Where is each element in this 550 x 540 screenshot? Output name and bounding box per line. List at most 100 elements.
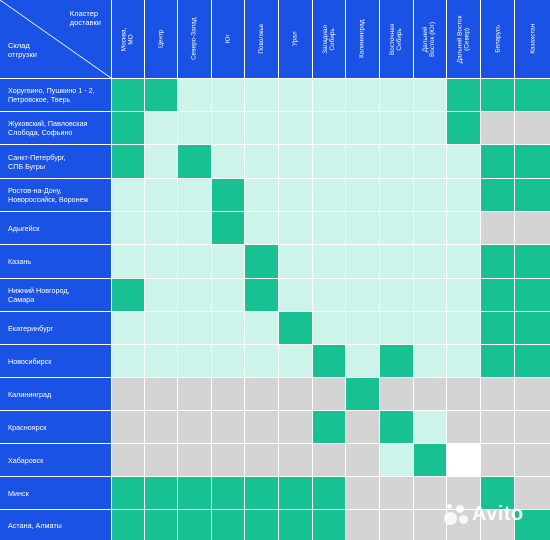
row-header: Казань	[0, 245, 111, 278]
matrix-cell-gray	[178, 378, 211, 410]
matrix-cell-gray	[481, 212, 514, 244]
matrix-cell-gray	[313, 444, 345, 476]
column-header-label: Калининград	[358, 19, 366, 59]
corner-header: Кластер доставки Склад отгрузки	[0, 0, 111, 78]
matrix-cell-gray	[414, 510, 446, 540]
matrix-cell-green	[112, 510, 144, 540]
column-header: Дальний Восток (Север)	[447, 0, 480, 78]
matrix-cell-green	[212, 477, 244, 509]
row-header: Санкт-Петербург, СПБ Бугры	[0, 145, 111, 178]
matrix-cell-light	[112, 212, 144, 244]
matrix-cell-light	[380, 112, 413, 144]
matrix-cell-gray	[245, 378, 278, 410]
matrix-cell-green	[279, 510, 312, 540]
matrix-cell-light	[279, 212, 312, 244]
column-header-label: Дальний Восток (Юг)	[422, 21, 438, 57]
column-header: Москва, МО	[112, 0, 144, 78]
avito-wordmark: Avito	[472, 503, 524, 525]
matrix-cell-light	[447, 345, 480, 377]
matrix-cell-gray	[515, 477, 550, 509]
matrix-cell-gray	[380, 477, 413, 509]
matrix-cell-light	[279, 145, 312, 178]
matrix-cell-green	[346, 378, 379, 410]
matrix-cell-light	[313, 179, 345, 211]
matrix-cell-green	[380, 345, 413, 377]
matrix-cell-green	[481, 279, 514, 311]
matrix-cell-light	[178, 312, 211, 344]
matrix-cell-green	[515, 312, 550, 344]
matrix-cell-green	[447, 79, 480, 111]
column-header: Северо-Запад	[178, 0, 211, 78]
matrix-cell-green	[313, 510, 345, 540]
matrix-cell-gray	[346, 477, 379, 509]
matrix-cell-light	[212, 312, 244, 344]
matrix-cell-gray	[145, 444, 177, 476]
matrix-cell-light	[279, 179, 312, 211]
column-header: Центр	[145, 0, 177, 78]
column-header: Калининград	[346, 0, 379, 78]
matrix-cell-light	[245, 312, 278, 344]
column-header-label: Восточная Сибирь	[389, 23, 404, 55]
matrix-cell-light	[414, 212, 446, 244]
matrix-cell-light	[380, 279, 413, 311]
matrix-cell-green	[279, 477, 312, 509]
matrix-cell-light	[380, 312, 413, 344]
matrix-cell-gray	[112, 378, 144, 410]
column-header-label: Беларусь	[493, 25, 501, 53]
matrix-cell-green	[112, 145, 144, 178]
matrix-cell-light	[145, 245, 177, 278]
matrix-cell-gray	[481, 510, 514, 540]
matrix-cell-green	[212, 510, 244, 540]
matrix-cell-gray	[145, 411, 177, 443]
matrix-cell-light	[313, 245, 345, 278]
matrix-cell-green	[178, 145, 211, 178]
matrix-cell-light	[178, 279, 211, 311]
matrix-cell-gray	[346, 444, 379, 476]
matrix-cell-gray	[380, 510, 413, 540]
matrix-cell-green	[212, 212, 244, 244]
matrix-cell-gray	[515, 112, 550, 144]
matrix-cell-green	[245, 245, 278, 278]
matrix-cell-green	[481, 477, 514, 509]
matrix-cell-green	[515, 79, 550, 111]
matrix-cell-gray	[481, 444, 514, 476]
shipping-warehouse-label: Склад отгрузки	[8, 41, 37, 59]
avito-dots-icon	[444, 503, 468, 526]
matrix-cell-light	[145, 112, 177, 144]
row-header: Хабаровск	[0, 444, 111, 476]
matrix-cell-light	[447, 312, 480, 344]
matrix-cell-light	[212, 145, 244, 178]
matrix-cell-gray	[245, 411, 278, 443]
matrix-cell-gray	[112, 444, 144, 476]
matrix-cell-light	[145, 279, 177, 311]
matrix-cell-green	[481, 312, 514, 344]
matrix-cell-light	[112, 245, 144, 278]
matrix-cell-light	[313, 145, 345, 178]
matrix-cell-gray	[414, 378, 446, 410]
column-header: Западная Сибирь	[313, 0, 345, 78]
row-header: Новосибирск	[0, 345, 111, 377]
matrix-cell-green	[515, 245, 550, 278]
matrix-cell-light	[447, 179, 480, 211]
matrix-cell-light	[414, 279, 446, 311]
column-header: Беларусь	[481, 0, 514, 78]
row-header: Калининград	[0, 378, 111, 410]
matrix-cell-green	[481, 145, 514, 178]
matrix-cell-light	[145, 179, 177, 211]
matrix-cell-gray	[481, 378, 514, 410]
matrix-cell-gray	[245, 444, 278, 476]
matrix-cell-light	[245, 212, 278, 244]
matrix-cell-light	[279, 245, 312, 278]
matrix-cell-light	[380, 245, 413, 278]
matrix-cell-green	[515, 179, 550, 211]
matrix-cell-gray	[279, 444, 312, 476]
matrix-cell-white	[447, 444, 480, 476]
column-header-label: Западная Сибирь	[321, 24, 336, 54]
column-header-label: Дальний Восток (Север)	[456, 15, 471, 63]
matrix-cell-gray	[279, 411, 312, 443]
column-header-label: Казахстан	[528, 24, 536, 54]
row-header: Жуковский, Павловская Слобода, Софьино	[0, 112, 111, 144]
matrix-cell-green	[212, 179, 244, 211]
matrix-cell-light	[145, 212, 177, 244]
